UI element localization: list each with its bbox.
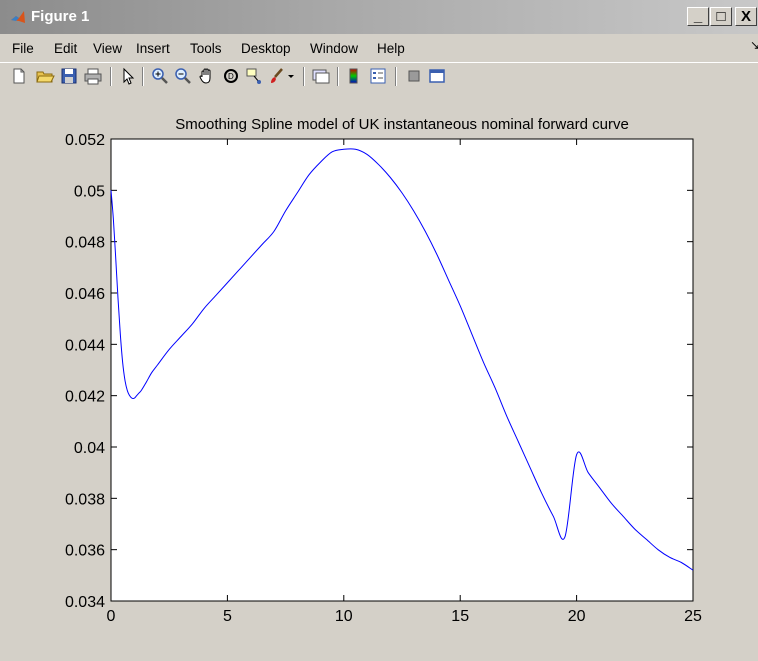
menu-view[interactable]: View <box>93 41 123 56</box>
x-axis: 0 5 10 15 20 25 <box>107 139 702 625</box>
chart-title: Smoothing Spline model of UK instantaneo… <box>175 116 629 133</box>
toolbar-separator <box>337 67 339 86</box>
line-chart[interactable]: Smoothing Spline model of UK instantaneo… <box>0 96 758 661</box>
menu-tools[interactable]: Tools <box>190 41 222 56</box>
x-tick-label: 25 <box>684 608 702 625</box>
print-icon[interactable] <box>83 66 103 86</box>
maximize-button[interactable]: □ <box>710 7 732 26</box>
toolbar-separator <box>142 67 144 86</box>
menu-corner-arrow-icon[interactable]: ↘ <box>750 38 758 52</box>
y-tick-label: 0.04 <box>74 440 105 457</box>
rotate-3d-icon[interactable]: D <box>221 66 241 86</box>
menu-file[interactable]: File <box>12 41 34 56</box>
y-tick-label: 0.038 <box>65 491 105 508</box>
figure-area: Smoothing Spline model of UK instantaneo… <box>0 96 758 661</box>
data-cursor-icon[interactable] <box>244 66 264 86</box>
link-plot-icon[interactable] <box>311 66 331 86</box>
y-tick-label: 0.046 <box>65 286 105 303</box>
minimize-button[interactable]: _ <box>687 7 709 26</box>
y-tick-label: 0.05 <box>74 183 105 200</box>
open-file-icon[interactable] <box>35 66 55 86</box>
zoom-out-icon[interactable] <box>173 66 193 86</box>
y-tick-label: 0.048 <box>65 235 105 252</box>
arrow-select-icon[interactable] <box>118 66 138 86</box>
window-title: Figure 1 <box>31 8 90 25</box>
menu-edit[interactable]: Edit <box>54 41 78 56</box>
menu-bar: File Edit View Insert Tools Desktop Wind… <box>0 38 758 62</box>
insert-colorbar-icon[interactable] <box>344 66 364 86</box>
show-plot-tools-icon[interactable] <box>427 66 447 86</box>
svg-text:D: D <box>228 72 234 81</box>
x-tick-label: 0 <box>107 608 116 625</box>
save-icon[interactable] <box>59 66 79 86</box>
series-line <box>110 148 694 571</box>
toolbar-separator <box>110 67 112 86</box>
x-tick-label: 15 <box>451 608 469 625</box>
toolbar-separator <box>303 67 305 86</box>
y-axis: 0.034 0.036 0.038 0.04 0.042 0.044 0.046 0.048 0… <box>65 132 693 611</box>
menu-window[interactable]: Window <box>310 41 359 56</box>
toolbar <box>0 62 758 93</box>
brush-dropdown-icon[interactable] <box>286 66 296 86</box>
toolbar-separator <box>395 67 397 86</box>
new-figure-icon[interactable] <box>9 66 29 86</box>
insert-legend-icon[interactable] <box>368 66 388 86</box>
axes-box[interactable] <box>110 138 694 602</box>
menu-help[interactable]: Help <box>377 41 405 56</box>
matlab-logo-icon <box>10 9 26 25</box>
x-tick-label: 10 <box>335 608 353 625</box>
zoom-in-icon[interactable] <box>150 66 170 86</box>
brush-icon[interactable] <box>267 66 287 86</box>
y-tick-label: 0.042 <box>65 389 105 406</box>
title-bar[interactable]: Figure 1 _ □ X <box>0 0 758 34</box>
x-tick-label: 20 <box>568 608 586 625</box>
hide-plot-tools-icon[interactable] <box>404 66 424 86</box>
y-tick-label: 0.034 <box>65 594 105 611</box>
close-button[interactable]: X <box>735 7 757 26</box>
x-tick-label: 5 <box>223 608 232 625</box>
pan-hand-icon[interactable] <box>197 66 217 86</box>
y-tick-label: 0.052 <box>65 132 105 149</box>
menu-insert[interactable]: Insert <box>136 41 170 56</box>
y-tick-label: 0.044 <box>65 337 105 354</box>
menu-desktop[interactable]: Desktop <box>241 41 291 56</box>
y-tick-label: 0.036 <box>65 543 105 560</box>
